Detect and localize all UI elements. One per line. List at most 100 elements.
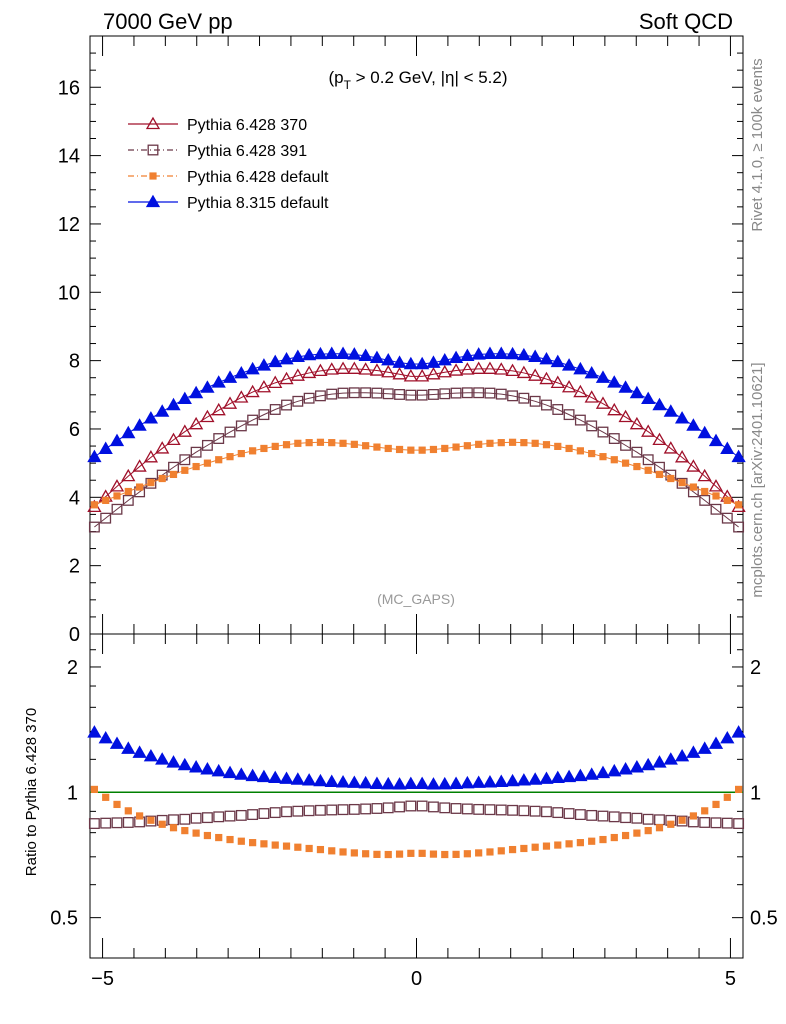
data-point-pythia6_391 [314, 390, 326, 402]
ratio-point-pythia6_391 [620, 812, 632, 824]
legend-label: Pythia 6.428 391 [187, 143, 307, 160]
ratio-point-pythia6_391 [269, 807, 281, 819]
data-point-pythia6_default [305, 439, 313, 447]
data-point-pythia6_default [316, 438, 325, 446]
ratio-point-pythia6_default [429, 850, 438, 858]
data-point-pythia6_default [418, 446, 426, 454]
ratio-series-pythia6_391 [88, 800, 745, 829]
data-point-pythia6_370 [155, 441, 170, 454]
legend-marker [145, 116, 161, 130]
ratio-series [87, 725, 746, 859]
ratio-point-pythia8_default [121, 741, 136, 754]
data-point-pythia6_370 [369, 363, 385, 376]
data-point-pythia6_370 [686, 459, 701, 472]
data-point-pythia6_391 [213, 433, 225, 444]
legend-marker [147, 144, 159, 156]
ratio-point-pythia6_default [486, 848, 494, 856]
main-series [87, 346, 746, 533]
data-point-pythia6_391 [699, 494, 711, 506]
ratio-point-pythia6_391 [247, 809, 259, 821]
ratio-point-pythia6_default [418, 849, 426, 857]
series-pythia6_default [90, 438, 743, 509]
ratio-point-pythia6_391 [360, 803, 372, 815]
data-point-pythia6_391 [620, 439, 632, 451]
ratio-point-pythia6_391 [450, 803, 462, 814]
data-point-pythia6_370 [652, 432, 667, 446]
ratio-point-pythia8_default [347, 775, 362, 788]
data-point-pythia6_391 [507, 390, 519, 402]
ratio-point-pythia6_391 [258, 808, 270, 819]
ratio-point-pythia8_default [494, 774, 509, 788]
data-point-pythia8_default [460, 348, 475, 361]
ratio-point-pythia6_391 [597, 810, 609, 822]
data-point-pythia6_default [350, 440, 358, 448]
ratio-point-pythia8_default [516, 773, 531, 786]
data-point-pythia6_370 [313, 363, 328, 377]
data-point-pythia8_default [87, 449, 102, 463]
data-point-pythia8_default [143, 411, 159, 424]
data-point-pythia6_default [497, 439, 505, 447]
data-point-pythia8_default [313, 346, 328, 360]
data-point-pythia6_391 [179, 454, 191, 466]
ratio-point-pythia6_default [735, 785, 743, 794]
data-point-pythia6_391 [122, 494, 134, 506]
ratio-point-pythia8_default [166, 755, 181, 768]
ratio-point-pythia6_default [712, 800, 720, 809]
data-point-pythia6_370 [584, 390, 599, 403]
ratio-point-pythia6_391 [326, 804, 338, 816]
x-tick-label: 5 [725, 968, 736, 990]
data-point-pythia6_default [644, 466, 652, 474]
data-point-pythia8_default [268, 354, 283, 368]
data-point-pythia6_391 [450, 387, 462, 399]
data-point-pythia8_default [98, 441, 113, 454]
analysis-label: (MC_GAPS) [377, 591, 455, 607]
ratio-point-pythia8_default [358, 775, 373, 789]
data-point-pythia6_default [339, 439, 347, 447]
ratio-point-pythia8_default [324, 774, 339, 788]
series-pythia8_default [87, 346, 746, 463]
data-point-pythia6_391 [608, 433, 620, 444]
ratio-point-pythia8_default [471, 775, 486, 788]
ratio-point-pythia6_391 [224, 810, 236, 822]
data-point-pythia6_391 [360, 387, 372, 399]
ratio-point-pythia6_default [576, 839, 584, 847]
data-point-pythia6_391 [269, 404, 281, 415]
ratio-point-pythia6_391 [168, 814, 179, 826]
data-point-pythia6_default [181, 466, 189, 474]
data-point-pythia6_391 [461, 387, 473, 399]
x-tick-label: −5 [91, 968, 114, 990]
ratio-point-pythia6_default [542, 842, 551, 850]
data-point-pythia8_default [155, 404, 170, 417]
data-point-pythia6_default [588, 449, 596, 458]
data-point-pythia6_default [678, 479, 686, 487]
ratio-point-pythia6_default [192, 829, 200, 837]
data-point-pythia6_370 [663, 441, 678, 454]
ratio-y-tick-label-right: 2 [750, 657, 761, 679]
ratio-point-pythia6_391 [111, 817, 123, 829]
ratio-point-pythia6_391 [574, 809, 586, 821]
data-point-pythia6_370 [641, 424, 656, 437]
ratio-point-pythia8_default [663, 752, 678, 765]
data-point-pythia8_default [245, 361, 260, 375]
data-point-pythia6_default [136, 483, 144, 491]
series-pythia6_391 [88, 387, 745, 533]
ratio-point-pythia6_391 [235, 809, 247, 821]
ratio-point-pythia6_391 [394, 801, 405, 813]
series-line-pythia6_370 [94, 368, 739, 508]
ratio-point-pythia6_391 [721, 817, 733, 829]
data-point-pythia6_default [565, 444, 573, 453]
ratio-point-pythia6_default [644, 827, 652, 835]
ratio-point-pythia8_default [245, 768, 260, 782]
y-tick-label: 14 [58, 146, 80, 168]
ratio-point-pythia8_default [279, 771, 294, 784]
ratio-point-pythia6_391 [642, 813, 654, 825]
ratio-point-pythia6_391 [676, 815, 688, 827]
data-point-pythia6_370 [392, 366, 407, 380]
data-point-pythia6_391 [88, 521, 100, 533]
series-line-pythia6_default [94, 441, 739, 506]
ratio-point-pythia6_default [249, 839, 257, 847]
data-point-pythia6_370 [505, 363, 520, 377]
data-point-pythia8_default [505, 346, 520, 360]
data-point-pythia8_default [403, 356, 418, 370]
ratio-point-pythia8_default [505, 773, 520, 787]
